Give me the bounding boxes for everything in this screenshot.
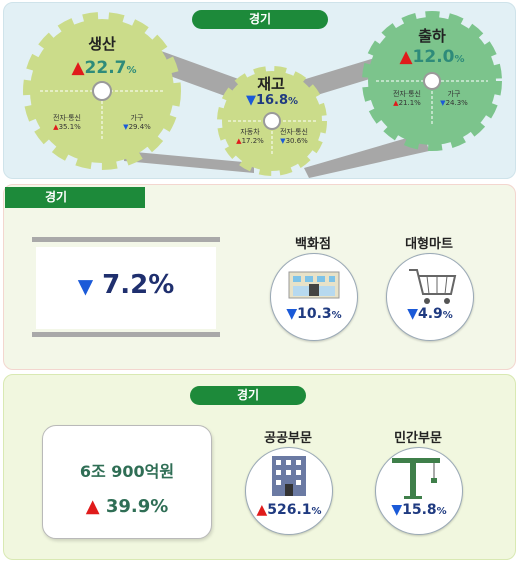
production-change: ▲22.7% [71, 58, 137, 78]
arrow-down-icon: ▼ [245, 93, 256, 108]
arrow-down-icon: ▼ [77, 274, 94, 298]
arrow-up-icon: ▲ [85, 496, 100, 517]
arrow-down-icon: ▼ [407, 306, 418, 322]
crane-icon [392, 458, 440, 499]
shipment-sub1: 전자·통신 ▲21.1% [393, 90, 421, 107]
arrow-down-icon: ▼ [286, 306, 298, 322]
mart-label: 대형마트 [405, 237, 453, 252]
shipment-change: ▲12.0% [399, 47, 465, 67]
building-icon [272, 456, 306, 496]
production-sub1: 전자·통신 ▲35.1% [53, 114, 81, 131]
private-label: 민간부문 [394, 431, 442, 446]
department-store-icon [288, 271, 340, 299]
arrow-up-icon: ▲ [71, 58, 85, 78]
mart-circle: ▼4.9% [386, 253, 474, 341]
arrow-up-icon: ▲ [256, 502, 268, 518]
dept-store-label: 백화점 [295, 237, 331, 252]
shipment-title: 출하 [418, 27, 446, 45]
shopping-cart-icon [409, 269, 457, 304]
section-label: 경기 [192, 10, 328, 29]
production-sub2: 가구 ▼29.4% [123, 114, 151, 131]
production-title: 생산 [88, 35, 116, 53]
public-circle: ▲526.1% [245, 447, 333, 535]
inventory-sub1: 자동차 ▲17.2% [236, 128, 264, 145]
public-label: 공공부문 [264, 431, 312, 446]
inventory-title: 재고 [257, 75, 285, 93]
section-label: 경기 [190, 386, 306, 405]
main-value-box: ▼ 7.2% [32, 237, 220, 337]
production-gear [23, 12, 181, 170]
shipment-gear [362, 11, 502, 151]
inventory-sub2: 전자·통신 ▼30.6% [280, 128, 308, 145]
industry-panel: 경기 생산 ▲22.7% 전자·통신 ▲35.1% 가구 ▼29.4% 재고 ▼… [3, 2, 516, 179]
inventory-gear [217, 66, 327, 176]
arrow-down-icon: ▼ [391, 502, 403, 518]
private-circle: ▼15.8% [375, 447, 463, 535]
retail-panel: 경기 ▼ 7.2% 백화점 ▼10.3% 대형마트 [3, 184, 516, 370]
amount-box: 6조 900억원 ▲ 39.9% [42, 425, 212, 539]
arrow-up-icon: ▲ [399, 47, 413, 67]
gears-graphic [23, 11, 502, 178]
inventory-change: ▼16.8% [245, 93, 299, 108]
construction-panel: 경기 6조 900억원 ▲ 39.9% 공공부문 ▲526.1% 민간부문 [3, 374, 516, 560]
dept-store-circle: ▼10.3% [270, 253, 358, 341]
amount-value: 6조 900억원 [79, 462, 175, 481]
section-label: 경기 [5, 187, 145, 208]
shipment-sub2: 가구 ▼24.3% [440, 90, 468, 107]
